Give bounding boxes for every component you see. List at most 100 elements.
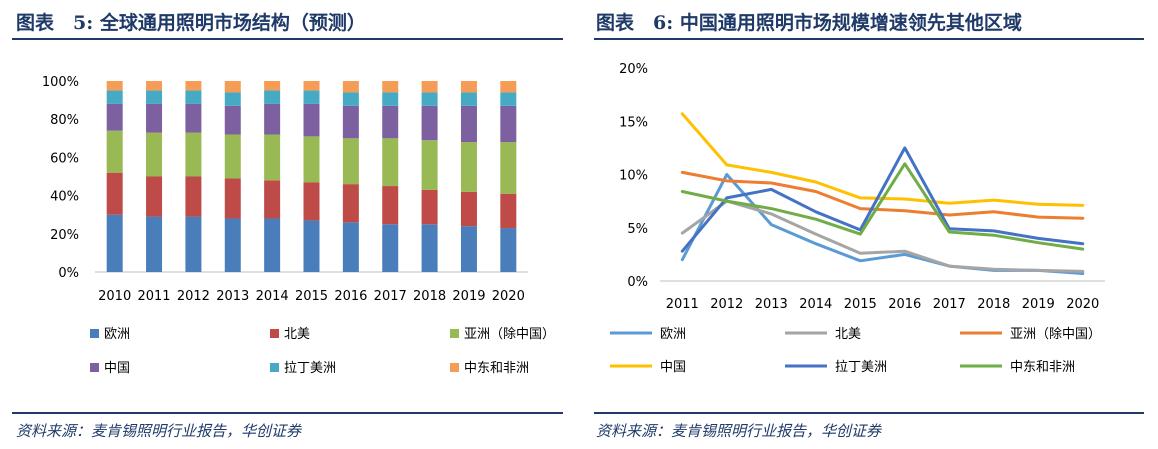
bar-segment	[382, 138, 399, 187]
bar-segment	[303, 90, 320, 104]
x-tick-label: 2020	[492, 289, 525, 304]
y-tick-label: 60%	[50, 151, 79, 166]
bar-segment	[106, 172, 123, 215]
x-tick-label: 2016	[334, 289, 367, 304]
x-tick-label: 2018	[977, 297, 1010, 312]
bar-segment	[146, 90, 163, 104]
legend-swatch	[270, 329, 279, 338]
bar-segment	[421, 140, 438, 190]
bar-segment	[460, 191, 477, 227]
bar-segment	[106, 81, 123, 91]
bar-segment	[460, 142, 477, 192]
legend-swatch	[450, 363, 459, 372]
legend-label: 中国	[660, 360, 686, 375]
right-source-note: 资料来源：麦肯锡照明行业报告，华创证券	[596, 422, 882, 440]
bar-segment	[500, 193, 517, 229]
x-tick-label: 2018	[413, 289, 446, 304]
bar-segment	[382, 92, 399, 106]
bar-segment	[421, 189, 438, 225]
y-tick-label: 100%	[42, 75, 79, 90]
legend-label: 北美	[284, 327, 310, 342]
left-source-note: 资料来源：麦肯锡照明行业报告，华创证券	[16, 422, 302, 440]
series-line	[680, 170, 1085, 220]
bar-segment	[106, 130, 123, 173]
bar-segment	[382, 224, 399, 272]
legend-label: 中东和非洲	[1010, 360, 1075, 375]
bar-segment	[224, 178, 241, 219]
bar-segment	[460, 105, 477, 143]
legend-label: 亚洲（除中国）	[1010, 327, 1101, 342]
x-tick-label: 2013	[755, 297, 788, 312]
legend-label: 北美	[835, 327, 861, 342]
y-tick-label: 20%	[50, 228, 79, 243]
bar-segment	[382, 105, 399, 139]
bar-segment	[303, 220, 320, 272]
stacked-bar-chart: 0% 20% 40% 60% 80% 100% 2010 2011 2012 2013 2014 20…	[42, 75, 555, 376]
x-tick-label: 2013	[216, 289, 249, 304]
x-tick-label: 2015	[844, 297, 877, 312]
x-tick-label: 2017	[374, 289, 407, 304]
bar-segment	[264, 90, 281, 104]
bar-segment	[224, 92, 241, 106]
bar-segment	[342, 81, 359, 93]
x-tick-label: 2017	[933, 297, 966, 312]
legend-label: 亚洲（除中国）	[464, 327, 555, 342]
left-figure-panel: 图表 5: 全球通用照明市场结构（预测） 0% 20% 40% 60% 80% 100% 2…	[0, 0, 575, 449]
bar-segment	[342, 184, 359, 223]
x-tick-label: 2016	[888, 297, 921, 312]
legend-swatch	[270, 363, 279, 372]
left-figure-title: 图表 5: 全球通用照明市场结构（预测）	[16, 12, 366, 34]
legend-label: 中国	[104, 361, 130, 376]
bar-segment	[460, 92, 477, 106]
x-tick-label: 2019	[452, 289, 485, 304]
x-tick-label: 2019	[1022, 297, 1055, 312]
bar-segment	[264, 81, 281, 91]
bar-segment	[264, 218, 281, 272]
bar-segment	[146, 103, 163, 133]
y-tick-label: 40%	[50, 190, 79, 205]
x-tick-label: 2020	[1066, 297, 1099, 312]
bar-segment	[185, 176, 202, 217]
x-tick-label: 2011	[666, 297, 699, 312]
bar-segment	[342, 92, 359, 106]
series-line	[680, 162, 1085, 251]
legend-label: 中东和非洲	[464, 361, 529, 376]
bar-segment	[106, 90, 123, 104]
bar-segment	[460, 226, 477, 272]
bar-segment	[224, 81, 241, 93]
bar-segment	[342, 138, 359, 185]
y-tick-label: 15%	[619, 115, 648, 130]
bar-segment	[303, 103, 320, 137]
bar-segment	[342, 105, 359, 139]
bar-segment	[382, 81, 399, 93]
series-line	[680, 199, 1085, 273]
bar-segment	[500, 228, 517, 272]
bar-segment	[264, 103, 281, 135]
bar-segment	[224, 105, 241, 135]
x-tick-label: 2014	[256, 289, 289, 304]
bar-segment	[146, 216, 163, 272]
y-tick-label: 0%	[627, 275, 648, 290]
bar-segment	[421, 224, 438, 272]
bar-segment	[382, 186, 399, 225]
legend-swatch	[450, 329, 459, 338]
bar-segment	[185, 81, 202, 91]
bar-segment	[146, 176, 163, 217]
legend-label: 拉丁美洲	[284, 361, 336, 376]
bar-segment	[303, 182, 320, 221]
right-title-rule	[594, 38, 1144, 40]
right-figure-title: 图表 6: 中国通用照明市场规模增速领先其他区域	[596, 12, 1022, 34]
x-tick-label: 2010	[98, 289, 131, 304]
legend-swatch	[90, 363, 99, 372]
bar-segment	[185, 103, 202, 133]
right-figure-panel: 图表 6: 中国通用照明市场规模增速领先其他区域 0% 5% 10% 15% 20% 20…	[590, 0, 1158, 449]
bar-segment	[264, 134, 281, 181]
y-tick-label: 0%	[58, 266, 79, 281]
y-tick-label: 20%	[619, 62, 648, 77]
bar-segment	[500, 105, 517, 143]
bar-segment	[500, 81, 517, 93]
series-line	[680, 146, 1085, 253]
x-tick-label: 2015	[295, 289, 328, 304]
legend-label: 欧洲	[660, 327, 686, 342]
x-tick-label: 2012	[710, 297, 743, 312]
